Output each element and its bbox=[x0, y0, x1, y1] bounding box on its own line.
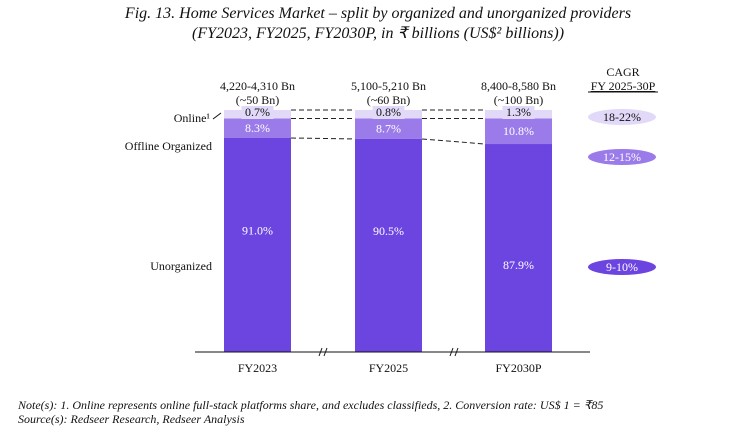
chart-title-line2: (FY2023, FY2025, FY2030P, in ₹ billions … bbox=[191, 25, 565, 42]
series-label-unorganized: Unorganized bbox=[150, 259, 212, 273]
series-label-offline-organized: Offline Organized bbox=[125, 139, 212, 153]
total-usd-label: (~60 Bn) bbox=[367, 93, 411, 107]
axis-break-mark bbox=[323, 347, 328, 357]
bar-segment-offlineorganized-fy2023 bbox=[224, 118, 291, 138]
chart-notes: Note(s): 1. Online represents online ful… bbox=[18, 398, 604, 412]
x-tick-label: FY2025 bbox=[369, 361, 408, 375]
data-label-background bbox=[502, 106, 535, 119]
cagr-pill-offline-organized bbox=[588, 149, 656, 165]
bar-segment-unorganized-fy2023 bbox=[224, 137, 291, 352]
bar-segment-unorganized-fy2025 bbox=[355, 138, 422, 352]
bar-segment-unorganized-fy2030p bbox=[485, 144, 552, 352]
data-label-background bbox=[241, 106, 274, 119]
cagr-pill-online-label: 18-22% bbox=[603, 110, 641, 124]
data-label: 90.5% bbox=[373, 224, 404, 238]
cagr-pill-unorganized bbox=[588, 259, 656, 275]
total-label: 4,220-4,310 Bn bbox=[220, 79, 295, 93]
axis-break-mark bbox=[449, 347, 454, 357]
cagr-header: CAGR bbox=[606, 65, 639, 79]
x-tick-label: FY2023 bbox=[238, 361, 277, 375]
x-tick-label: FY2030P bbox=[495, 361, 541, 375]
data-label: 91.0% bbox=[242, 223, 273, 237]
data-label: 8.7% bbox=[376, 122, 401, 136]
data-label: 1.3% bbox=[506, 105, 531, 119]
total-usd-label: (~100 Bn) bbox=[494, 93, 544, 107]
bar-segment-offlineorganized-fy2030p bbox=[485, 118, 552, 145]
cagr-pill-unorganized-label: 9-10% bbox=[606, 260, 638, 274]
connector-line bbox=[290, 137, 356, 140]
bar-segment-offlineorganized-fy2025 bbox=[355, 118, 422, 139]
total-label: 8,400-8,580 Bn bbox=[481, 79, 556, 93]
data-label: 10.8% bbox=[503, 124, 534, 138]
axis-break-mark bbox=[318, 347, 323, 357]
cagr-pill-offline-organized-label: 12-15% bbox=[603, 150, 641, 164]
series-label-online: Online¹ bbox=[174, 111, 211, 125]
data-label: 0.8% bbox=[376, 105, 401, 119]
cagr-subheader: FY 2025-30P bbox=[591, 79, 656, 93]
chart-source: Source(s): Redseer Research, Redseer Ana… bbox=[18, 412, 245, 426]
chart-title-line1: Fig. 13. Home Services Market – split by… bbox=[124, 5, 632, 22]
data-label-background bbox=[372, 106, 405, 119]
axis-break-mark bbox=[454, 347, 459, 357]
connector-line bbox=[421, 138, 486, 145]
data-label: 0.7% bbox=[245, 105, 270, 119]
cagr-pill-online bbox=[588, 109, 656, 125]
total-usd-label: (~50 Bn) bbox=[236, 93, 280, 107]
series-label-pointer bbox=[212, 112, 222, 120]
data-label: 8.3% bbox=[245, 121, 270, 135]
total-label: 5,100-5,210 Bn bbox=[351, 79, 426, 93]
data-label: 87.9% bbox=[503, 258, 534, 272]
